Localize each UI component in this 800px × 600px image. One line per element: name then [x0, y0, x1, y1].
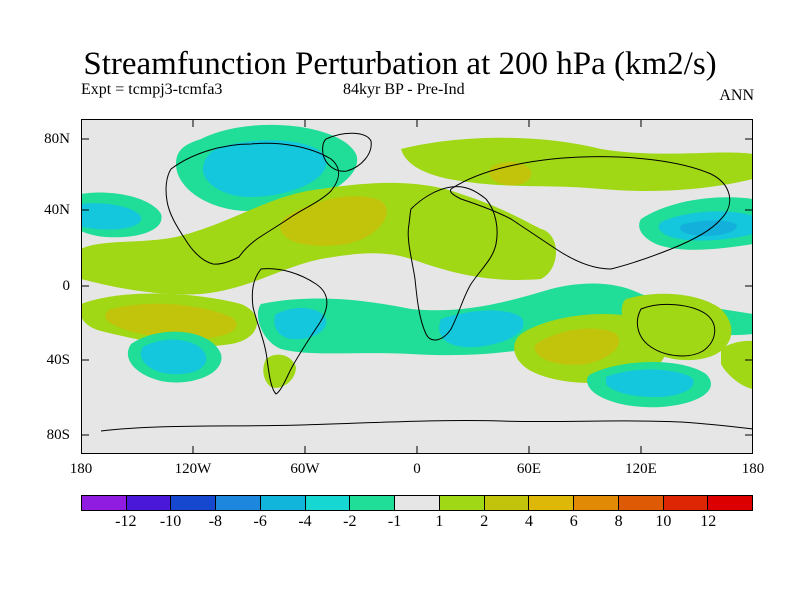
legend-label: 10	[655, 513, 672, 530]
y-tick-80s: 80S	[46, 427, 70, 443]
contour-negative-npacific-inner	[81, 203, 142, 230]
experiment-label: Expt = tcmpj3-tcmfa3	[81, 81, 223, 98]
legend-label: 12	[700, 513, 717, 530]
legend-label: -6	[253, 513, 267, 530]
legend-label: -8	[208, 513, 223, 530]
y-tick-0: 0	[62, 278, 71, 294]
contour-negative-saus-inner	[606, 369, 694, 397]
x-tick-180w: 180	[69, 461, 93, 477]
legend-color-box	[439, 496, 485, 510]
contour-positive-atlantic-inner	[280, 196, 387, 246]
legend-color-box	[126, 496, 172, 510]
coast-asia	[450, 156, 731, 270]
contour-positive-sindian-inner	[534, 328, 620, 365]
legend-color-box	[574, 496, 619, 510]
contour-fills	[81, 124, 753, 408]
axis-ticks	[81, 119, 753, 454]
legend-color-box	[260, 496, 306, 510]
map-title: Streamfunction Perturbation at 200 hPa (…	[83, 46, 717, 82]
legend-label: -1	[387, 513, 402, 530]
legend-color-box	[708, 496, 753, 510]
y-tick-80n: 80N	[44, 131, 70, 147]
contour-positive-sahmerica	[263, 354, 296, 388]
contour-negative-sh-inner-2	[439, 310, 524, 348]
x-tick-120w: 120W	[174, 461, 212, 477]
legend-label: -2	[343, 513, 357, 530]
legend-color-box	[484, 496, 530, 510]
period-label: 84kyr BP - Pre-Ind	[343, 81, 465, 98]
legend-color-box	[529, 496, 575, 510]
contour-negative-spacific-inner	[140, 339, 207, 375]
legend-color-box	[350, 496, 396, 510]
x-tick-60e: 60E	[516, 461, 542, 477]
legend-label: 2	[480, 513, 489, 530]
x-tick-120e: 120E	[625, 461, 657, 477]
contour-positive-australia	[621, 293, 732, 361]
x-tick-0: 0	[413, 461, 421, 477]
legend-color-box	[171, 496, 217, 510]
y-tick-40n: 40N	[44, 202, 70, 218]
color-legend	[81, 495, 753, 511]
legend-color-box	[216, 496, 261, 510]
x-tick-180e: 180	[741, 461, 765, 477]
contour-positive-spacific-inner	[105, 303, 237, 339]
legend-label: -10	[159, 513, 182, 530]
legend-color-box	[618, 496, 664, 510]
contour-negative-nwpacific-core	[680, 220, 737, 237]
streamfunction-map	[81, 119, 753, 454]
legend-label: 8	[614, 513, 623, 530]
legend-color-box	[305, 496, 351, 510]
coast-north-america	[165, 142, 339, 265]
y-tick-40s: 40S	[46, 352, 70, 368]
coast-europe-africa	[407, 186, 498, 341]
legend-label: 6	[569, 513, 578, 530]
season-label: ANN	[719, 87, 754, 104]
contour-negative-canada-inner	[202, 140, 327, 197]
coast-south-america	[251, 268, 328, 395]
legend-label: 4	[525, 513, 533, 530]
x-tick-60w: 60W	[290, 461, 320, 477]
legend-color-box	[82, 496, 127, 510]
contour-negative-sh-inner-1	[274, 307, 327, 340]
contour-positive-eurasia-inner	[489, 162, 532, 186]
coast-australia	[636, 304, 716, 357]
coast-greenland	[322, 132, 372, 172]
legend-label: -12	[115, 513, 137, 530]
contour-positive-sepacific	[721, 340, 753, 389]
contour-positive-eurasia	[401, 137, 753, 191]
legend-color-box	[663, 496, 709, 510]
legend-label: -4	[298, 513, 312, 530]
coastlines	[100, 132, 753, 432]
legend-label: 1	[435, 513, 444, 530]
coast-antarctica	[100, 419, 753, 432]
legend-color-box	[395, 496, 440, 510]
